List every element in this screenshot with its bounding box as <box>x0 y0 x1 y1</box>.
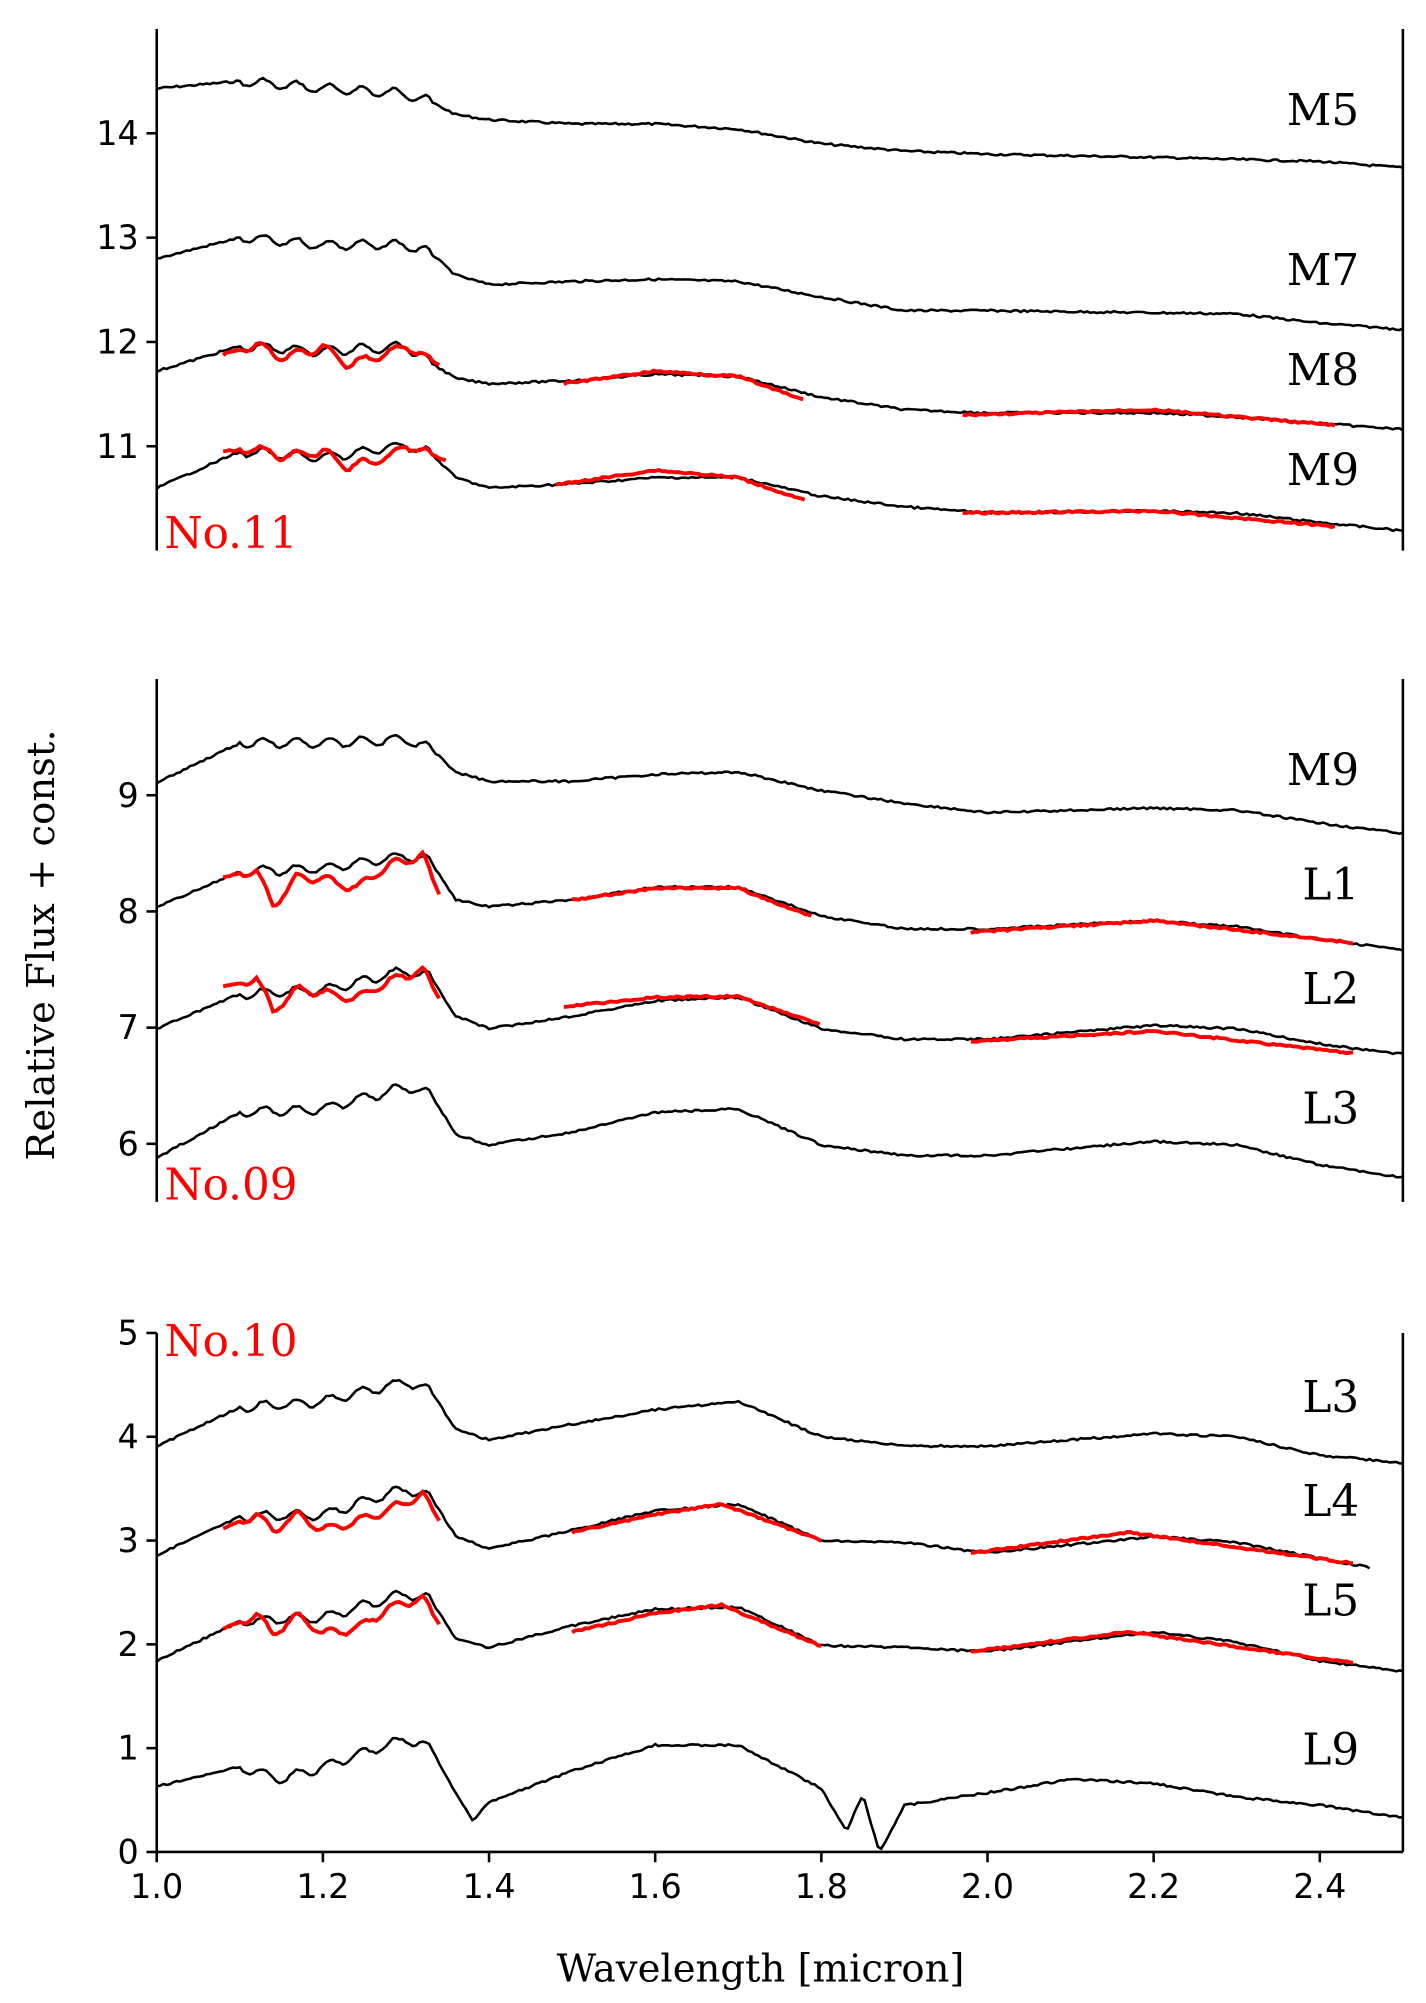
object-label: No.09 <box>164 1159 297 1210</box>
object-spectrum-segment <box>970 917 1354 946</box>
spectral-type-label: M5 <box>1287 85 1359 136</box>
object-spectrum-segment <box>562 368 804 402</box>
spectral-type-label: L5 <box>1302 1576 1359 1627</box>
x-tick-label: 1.4 <box>462 1867 515 1906</box>
template-spectrum-M9 <box>156 733 1404 836</box>
spectral-type-label: M9 <box>1287 445 1359 496</box>
template-spectrum-M5 <box>156 76 1404 169</box>
object-spectrum-segment <box>970 1629 1354 1665</box>
y-tick-label: 9 <box>117 776 138 815</box>
y-tick-label: 5 <box>117 1314 138 1353</box>
y-tick-label: 2 <box>117 1625 138 1664</box>
spectral-type-label: L1 <box>1302 859 1359 910</box>
x-tick-label: 2.4 <box>1293 1867 1346 1906</box>
y-axis-label: Relative Flux + const. <box>19 729 64 1160</box>
x-tick-label: 2.0 <box>961 1867 1014 1906</box>
object-spectrum-segment <box>222 443 447 473</box>
object-spectrum-segment <box>222 1489 441 1534</box>
x-tick-label: 1.2 <box>296 1867 349 1906</box>
y-tick-label: 0 <box>117 1833 138 1872</box>
panel-2: 6 7 8 9 M9 L1 L2 L3 No.09 <box>117 679 1405 1210</box>
object-spectrum-segment <box>563 993 821 1027</box>
template-spectrum-L5 <box>155 1589 1404 1673</box>
template-spectrum-L1 <box>156 852 1404 952</box>
template-spectrum-L2 <box>156 966 1404 1056</box>
object-spectrum-segment <box>222 849 442 908</box>
spectral-type-label: M9 <box>1287 745 1359 796</box>
object-spectrum-segment <box>970 1530 1354 1566</box>
spectral-type-label: M8 <box>1287 345 1359 396</box>
object-spectrum-segment <box>962 508 1336 530</box>
x-tick-label: 2.2 <box>1127 1867 1180 1906</box>
template-spectrum-M7 <box>156 234 1404 332</box>
spectral-type-label: L3 <box>1302 1084 1359 1135</box>
x-tick-label: 1.0 <box>130 1867 183 1906</box>
object-label: No.10 <box>164 1316 297 1367</box>
object-label: No.11 <box>164 508 297 559</box>
object-spectrum-segment <box>571 1502 823 1543</box>
x-tick-label: 1.8 <box>795 1867 848 1906</box>
template-spectrum-L9 <box>156 1736 1404 1851</box>
panel-3: 0 1 2 3 4 5 1.0 1.2 1.4 1.6 1.8 2.0 2.2 2.4 L3 L4 L5 L9 No… <box>117 1314 1405 1906</box>
object-spectrum-segment <box>571 1602 822 1648</box>
spectral-type-label: L3 <box>1302 1372 1359 1423</box>
object-spectrum-segment <box>222 1593 441 1638</box>
object-spectrum-segment <box>222 964 441 1014</box>
template-spectrum-M8 <box>156 340 1404 432</box>
y-tick-label: 12 <box>96 323 138 362</box>
object-spectrum-segment <box>572 885 813 918</box>
template-spectrum-L3 <box>156 1378 1403 1465</box>
y-tick-label: 3 <box>117 1521 138 1560</box>
object-spectrum-segment <box>221 340 441 371</box>
object-spectrum-segment <box>962 407 1336 428</box>
object-spectrum-segment <box>970 1028 1354 1056</box>
spectral-type-label: L9 <box>1302 1725 1359 1776</box>
object-spectrum-segment <box>554 468 806 502</box>
panel-1: 11 12 13 14 M5 M7 M8 M9 No.11 <box>96 28 1405 559</box>
y-tick-label: 7 <box>117 1008 138 1047</box>
y-tick-label: 4 <box>117 1417 138 1456</box>
x-axis-label: Wavelength [micron] <box>557 1947 965 1992</box>
y-tick-label: 8 <box>117 892 138 931</box>
y-tick-label: 1 <box>117 1729 138 1768</box>
y-tick-label: 11 <box>96 427 138 466</box>
spectral-type-label: L2 <box>1302 964 1359 1015</box>
template-spectrum-L3 <box>156 1083 1404 1179</box>
y-tick-label: 14 <box>96 114 138 153</box>
y-tick-label: 6 <box>117 1124 138 1163</box>
y-tick-label: 13 <box>96 218 138 257</box>
x-tick-label: 1.6 <box>629 1867 682 1906</box>
spectral-type-label: L4 <box>1302 1476 1359 1527</box>
spectral-type-label: M7 <box>1287 245 1359 296</box>
